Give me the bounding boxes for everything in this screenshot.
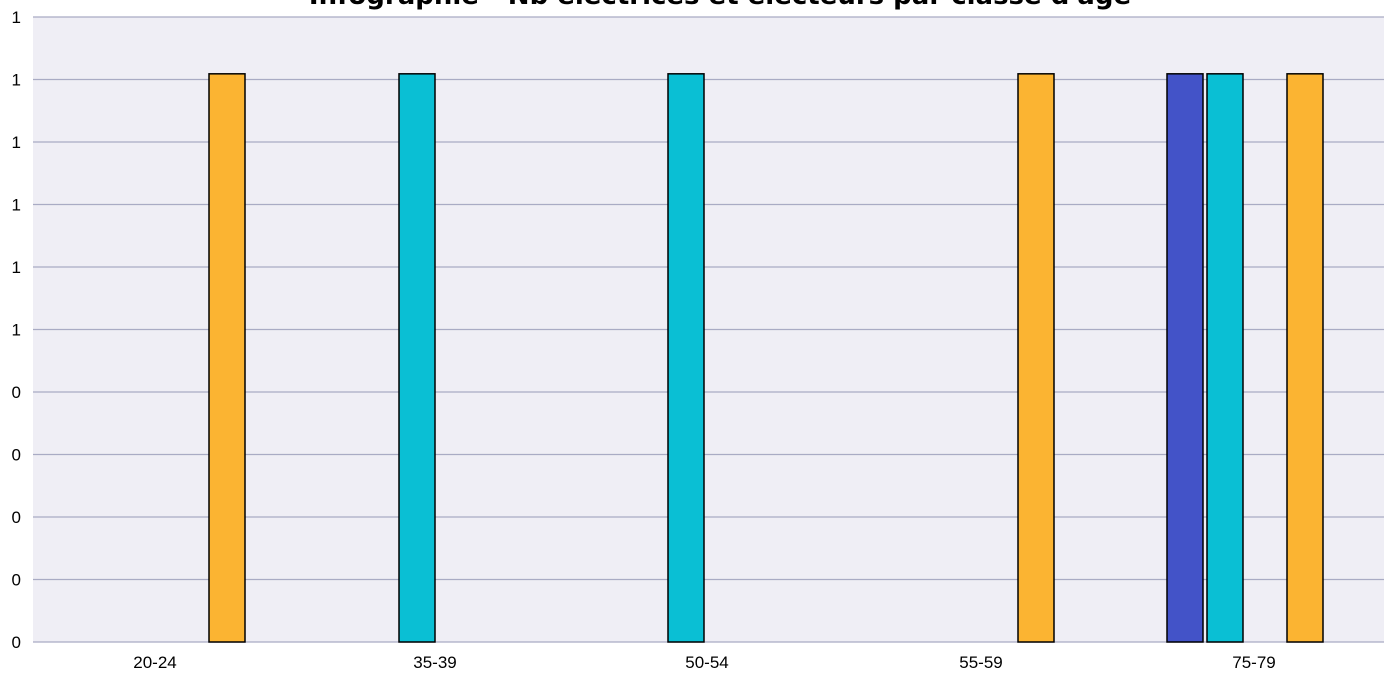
x-tick-label: 50-54 [685,653,728,672]
x-tick-label: 55-59 [959,653,1002,672]
y-tick-label: 1 [12,71,21,90]
gridlines [33,16,1384,643]
bar-50-54 [667,73,705,643]
y-tick-label: 0 [12,571,21,590]
y-tick-label: 0 [12,446,21,465]
bar-35-39 [398,73,436,643]
y-tick-label: 1 [12,196,21,215]
y-tick-label: 0 [12,633,21,652]
chart-title: Infographie - Nb électrices et électeurs… [309,0,1131,11]
x-tick-label: 20-24 [133,653,176,672]
y-axis-ticks: 0 0 0 0 0 1 1 1 1 1 1 [12,8,21,652]
y-tick-label: 0 [12,508,21,527]
y-tick-label: 1 [12,258,21,277]
bar-75-79 [1206,73,1244,643]
y-tick-label: 0 [12,383,21,402]
bar-55-59 [1017,73,1055,643]
bar-75-79 [1166,73,1204,643]
x-axis-ticks: 20-24 35-39 50-54 55-59 75-79 [133,653,1275,672]
x-tick-label: 75-79 [1232,653,1275,672]
y-tick-label: 1 [12,321,21,340]
bar-75-79 [1286,73,1324,643]
bars [208,73,1324,643]
x-tick-label: 35-39 [413,653,456,672]
y-tick-label: 1 [12,8,21,27]
bar-20-24 [208,73,246,643]
y-tick-label: 1 [12,133,21,152]
